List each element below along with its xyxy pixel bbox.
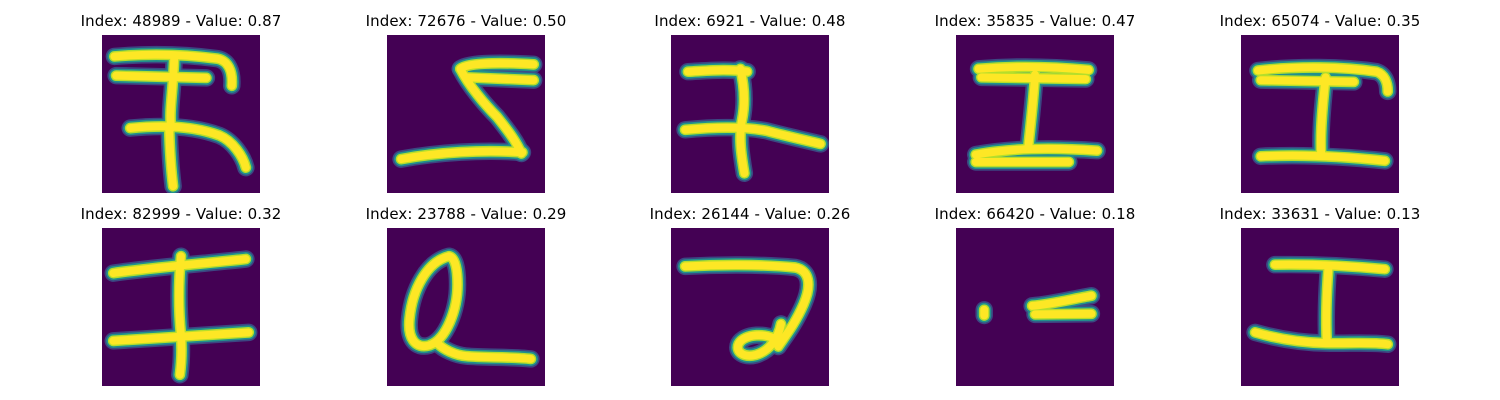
panel-title: Index: 6921 - Value: 0.48 [654,12,846,30]
panel-title: Index: 65074 - Value: 0.35 [1219,12,1421,30]
digit-image [387,228,545,386]
panel-title: Index: 48989 - Value: 0.87 [80,12,282,30]
digit-image [1241,228,1399,386]
digit-image [102,228,260,386]
panel-title: Index: 33631 - Value: 0.13 [1219,205,1421,223]
panel-title: Index: 82999 - Value: 0.32 [80,205,282,223]
digit-image [671,228,829,386]
panel-title: Index: 66420 - Value: 0.18 [934,205,1136,223]
digit-image [102,35,260,193]
digit-image [671,35,829,193]
panel-title: Index: 26144 - Value: 0.26 [649,205,851,223]
panel-title: Index: 23788 - Value: 0.29 [365,205,567,223]
digit-image [956,228,1114,386]
panel-title: Index: 72676 - Value: 0.50 [365,12,567,30]
digit-image [387,35,545,193]
digit-image [1241,35,1399,193]
digit-image [956,35,1114,193]
panel-title: Index: 35835 - Value: 0.47 [934,12,1136,30]
